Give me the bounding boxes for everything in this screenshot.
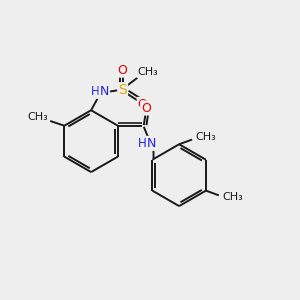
Text: CH₃: CH₃ xyxy=(137,67,158,77)
Text: S: S xyxy=(118,83,127,97)
Text: O: O xyxy=(138,98,148,111)
Text: H: H xyxy=(91,85,99,98)
Text: H: H xyxy=(138,137,147,150)
Text: O: O xyxy=(141,101,151,115)
Text: N: N xyxy=(147,137,156,150)
Text: CH₃: CH₃ xyxy=(222,192,243,203)
Text: CH₃: CH₃ xyxy=(195,133,216,142)
Text: CH₃: CH₃ xyxy=(28,112,48,122)
Text: N: N xyxy=(100,85,109,98)
Text: O: O xyxy=(118,64,128,77)
